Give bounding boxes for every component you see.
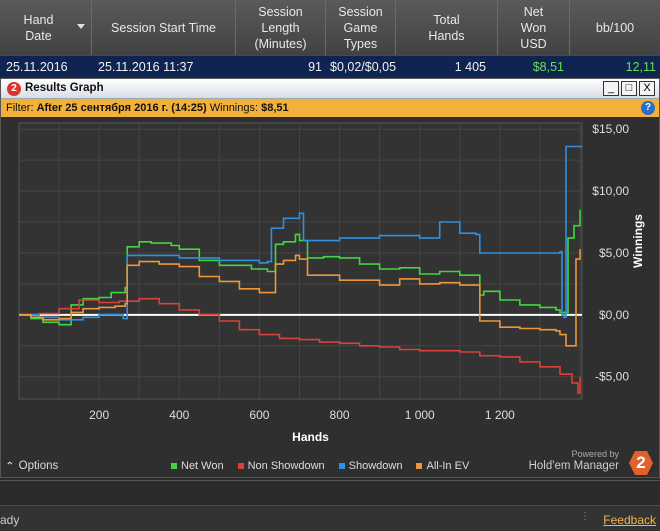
x-tick-label: 800 — [330, 408, 350, 422]
y-tick-label: -$5,00 — [595, 370, 629, 384]
col-bb100-label: bb/100 — [595, 20, 635, 35]
col-total-hands[interactable]: Total Hands — [396, 0, 498, 55]
y-tick-label: $5,00 — [599, 246, 629, 260]
status-bar: ady ⋮ Feedback — [0, 480, 660, 531]
filter-bar: Filter: After 25 сентября 2016 г. (14:25… — [1, 99, 659, 117]
filter-prefix: Filter: — [6, 102, 34, 114]
cell-net-won: $8,51 — [532, 59, 564, 74]
minimize-button[interactable]: _ — [603, 81, 619, 96]
legend-label: Net Won — [181, 460, 224, 472]
sort-desc-icon[interactable] — [77, 24, 85, 29]
col-hand-date[interactable]: Hand Date — [0, 0, 92, 55]
table-row[interactable]: 25.11.2016 25.11.2016 11:37 91 $0,02/$0,… — [0, 55, 660, 77]
x-tick-label: 1 200 — [485, 408, 515, 422]
legend-item[interactable]: Showdown — [338, 460, 403, 472]
cell-hand-date: 25.11.2016 — [6, 59, 68, 74]
hm2-brand-logo-icon: 2 — [629, 451, 653, 475]
col-session-start-label: Session Start Time — [111, 20, 216, 35]
powered-by: Powered by Hold'em Manager — [529, 449, 619, 473]
col-net-won-label: Net Won USD — [520, 4, 547, 51]
chart-legend: Net Won Non Showdown Showdown All-In EV — [171, 460, 469, 472]
cell-bb100: 12,11 — [625, 59, 656, 74]
results-chart: 200 400 600 800 1 000 1 200 -$5,00 $0,00 $5,00 $1… — [18, 122, 645, 444]
results-graph-window: 2 Results Graph _ □ X Filter: After 25 с… — [0, 78, 660, 478]
col-game-types-label: Session Game Types — [338, 4, 383, 51]
col-game-types[interactable]: Session Game Types — [326, 0, 396, 55]
close-button[interactable]: X — [639, 81, 655, 96]
legend-label: All-In EV — [426, 460, 470, 472]
window-title: Results Graph — [25, 82, 104, 94]
powered-line2: Hold'em Manager — [528, 460, 619, 472]
chevron-up-icon: ⌃ — [5, 461, 15, 473]
col-session-length-label: Session Length (Minutes) — [254, 4, 307, 51]
legend-swatch — [237, 463, 244, 469]
col-total-hands-label: Total Hands — [428, 12, 465, 43]
legend-label: Non Showdown — [247, 460, 325, 472]
powered-line1: Powered by — [571, 449, 619, 459]
y-tick-label: $10,00 — [592, 184, 629, 198]
legend-label: Showdown — [348, 460, 403, 472]
col-net-won[interactable]: Net Won USD — [498, 0, 570, 55]
col-bb100[interactable]: bb/100 — [570, 0, 660, 55]
x-tick-label: 600 — [249, 408, 269, 422]
series-line-showdown — [19, 145, 582, 321]
cell-total-hands: 1 405 — [454, 59, 486, 74]
feedback-link[interactable]: Feedback — [603, 513, 656, 527]
legend-swatch — [416, 463, 423, 469]
options-label: Options — [18, 460, 59, 472]
col-hand-date-label: Hand Date — [23, 12, 54, 43]
status-spacer — [0, 481, 660, 506]
y-tick-label: $0,00 — [599, 308, 629, 322]
cell-start-time: 25.11.2016 11:37 — [98, 59, 194, 74]
x-tick-label: 1 000 — [405, 408, 435, 422]
options-button[interactable]: ⌃ Options — [5, 457, 58, 475]
legend-swatch — [338, 463, 345, 469]
window-buttons: _ □ X — [603, 81, 655, 96]
status-text: ady — [0, 513, 20, 527]
series-line-non-showdown — [19, 297, 581, 394]
cell-length: 91 — [308, 59, 322, 74]
legend-item[interactable]: All-In EV — [416, 460, 469, 472]
legend-swatch — [171, 463, 177, 469]
hm2-logo-icon: 2 — [7, 82, 21, 96]
series-line-all-in-ev — [19, 249, 581, 347]
col-session-length[interactable]: Session Length (Minutes) — [236, 0, 326, 55]
series-line-net-won — [19, 209, 581, 326]
legend-item[interactable]: Net Won — [171, 460, 224, 472]
x-tick-label: 200 — [89, 408, 109, 422]
y-tick-label: $15,00 — [592, 122, 629, 136]
plot-area — [18, 122, 583, 400]
maximize-button[interactable]: □ — [621, 81, 637, 96]
filter-value: After 25 сентября 2016 г. (14:25) — [36, 102, 207, 114]
window-titlebar[interactable]: 2 Results Graph _ □ X — [1, 79, 659, 99]
winnings-label: Winnings: — [209, 102, 259, 114]
legend-item[interactable]: Non Showdown — [237, 460, 325, 472]
grip-icon: ⋮ — [580, 511, 590, 522]
col-session-start[interactable]: Session Start Time — [92, 0, 236, 55]
help-icon[interactable]: ? — [641, 101, 655, 115]
session-table-header: Hand Date Session Start Time Session Len… — [0, 0, 660, 55]
x-tick-label: 400 — [169, 408, 189, 422]
x-axis-label: Hands — [292, 430, 329, 444]
y-axis-label: Winnings — [631, 214, 645, 268]
cell-game-types: $0,02/$0,05 NI — [330, 59, 396, 74]
winnings-value: $8,51 — [261, 102, 289, 114]
